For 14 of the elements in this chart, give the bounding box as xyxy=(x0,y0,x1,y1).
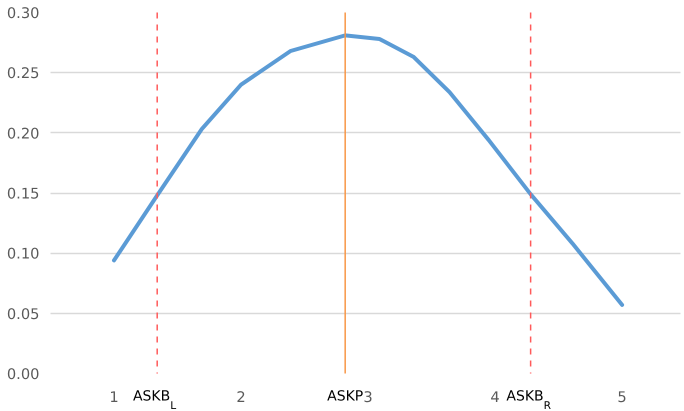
x-tick-label: 1 xyxy=(109,389,119,406)
x-tick-label: 4 xyxy=(490,389,500,406)
y-tick-label: 0.10 xyxy=(6,246,40,263)
y-tick-label: 0.15 xyxy=(6,186,40,202)
y-tick-label: 0.25 xyxy=(6,65,40,82)
x-tick-label: 5 xyxy=(617,389,627,406)
ref-line-label: ASKP xyxy=(327,388,364,404)
y-tick-label: 0.20 xyxy=(6,125,40,142)
x-tick-label: 2 xyxy=(236,389,246,406)
y-tick-label: 0.00 xyxy=(6,366,40,383)
y-tick-label: 0.30 xyxy=(6,5,40,22)
line-series xyxy=(112,33,624,307)
x-tick-label: 3 xyxy=(363,389,373,406)
y-tick-label: 0.05 xyxy=(6,306,40,323)
